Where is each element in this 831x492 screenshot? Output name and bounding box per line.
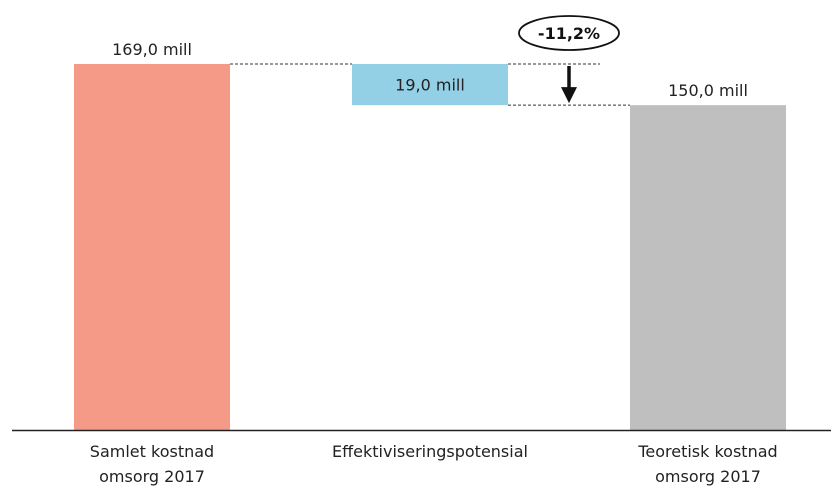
category-labels: Samlet kostnad omsorg 2017 Effektivisering… — [90, 442, 778, 486]
bar-samlet-kostnad — [74, 64, 230, 430]
bars — [74, 64, 786, 431]
category-effektiviseringspotensial: Effektiviseringspotensial — [332, 442, 528, 461]
bar-effektiviseringspotensial — [352, 64, 508, 106]
change-annotation: -11,2% — [518, 15, 620, 104]
connector-lines — [230, 63, 630, 106]
down-arrow-icon — [561, 87, 577, 104]
category-teoretisk-kostnad: Teoretisk kostnad omsorg 2017 — [637, 442, 777, 486]
label-effektiviseringspotensial: 19,0 mill — [395, 76, 465, 95]
category-samlet-kostnad: Samlet kostnad omsorg 2017 — [90, 442, 214, 486]
label-samlet-kostnad: 169,0 mill — [112, 40, 192, 59]
change-badge — [518, 15, 620, 51]
change-badge-label: -11,2% — [538, 24, 600, 43]
bar-teoretisk-kostnad — [630, 105, 786, 431]
data-labels: 169,0 mill 19,0 mill 150,0 mill — [112, 40, 748, 100]
label-teoretisk-kostnad: 150,0 mill — [668, 81, 748, 100]
